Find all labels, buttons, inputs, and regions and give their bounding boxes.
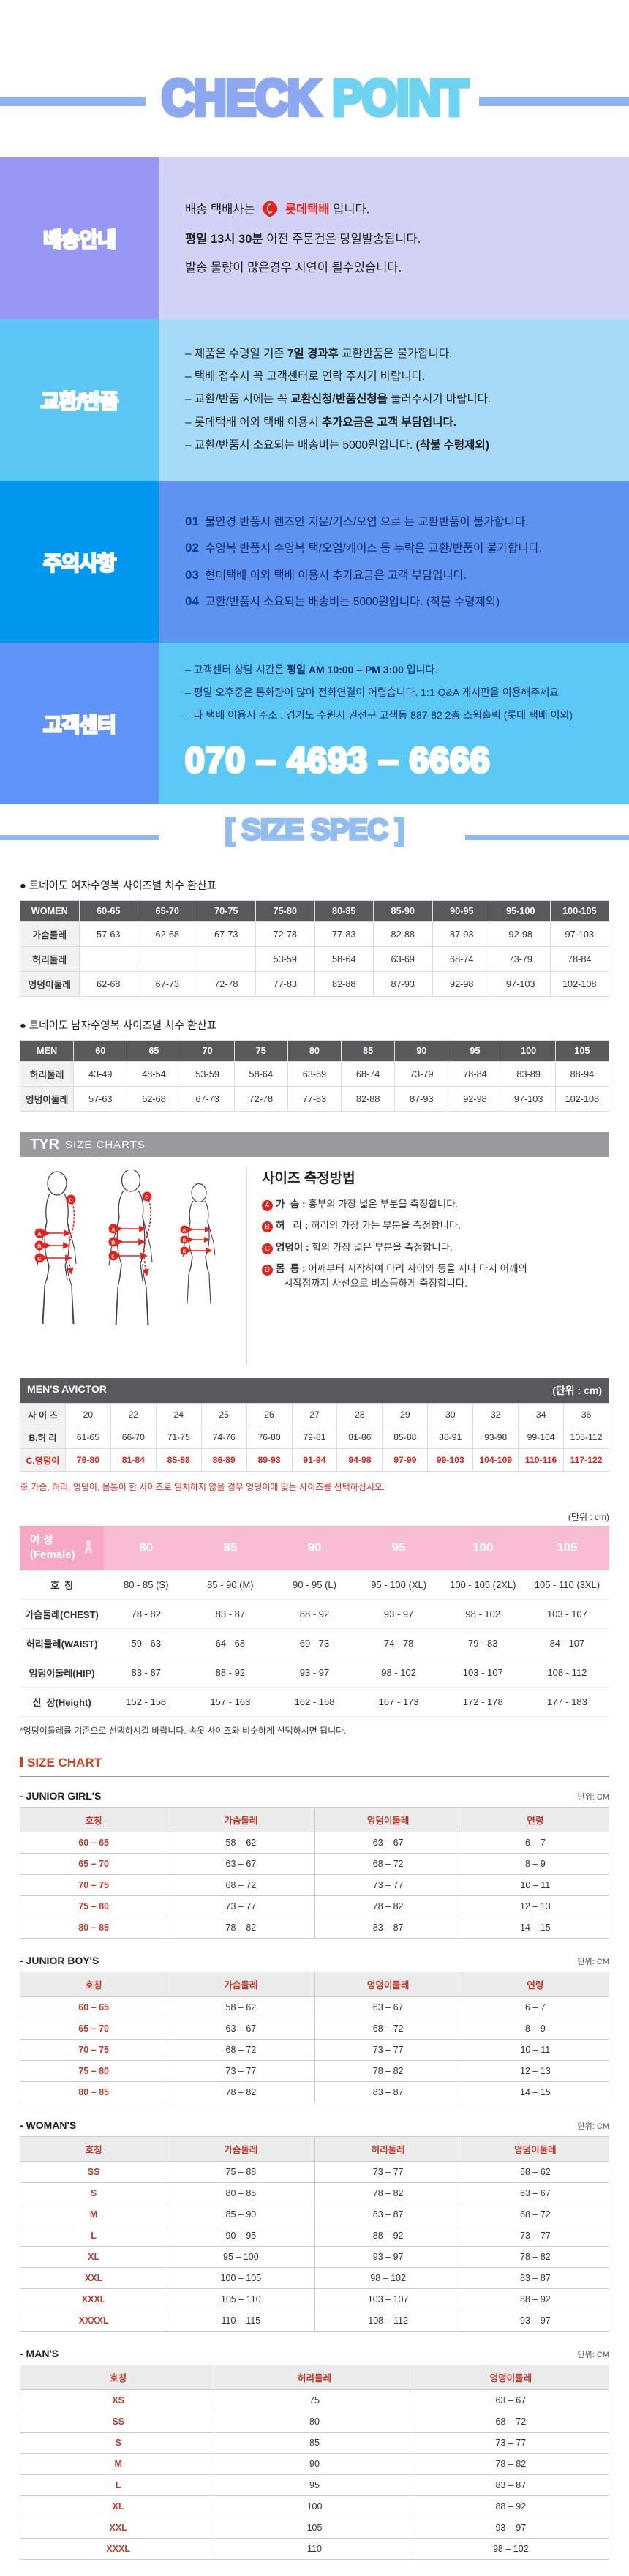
- svg-text:B: B: [182, 1238, 186, 1243]
- svg-text:C: C: [112, 1254, 116, 1260]
- svg-text:A: A: [112, 1227, 116, 1233]
- svg-text:C: C: [182, 1249, 186, 1254]
- svg-text:C: C: [37, 1256, 42, 1262]
- svg-text:B: B: [112, 1240, 116, 1246]
- svg-text:B: B: [37, 1243, 42, 1250]
- svg-text:A: A: [37, 1231, 42, 1238]
- svg-text:A: A: [182, 1228, 186, 1233]
